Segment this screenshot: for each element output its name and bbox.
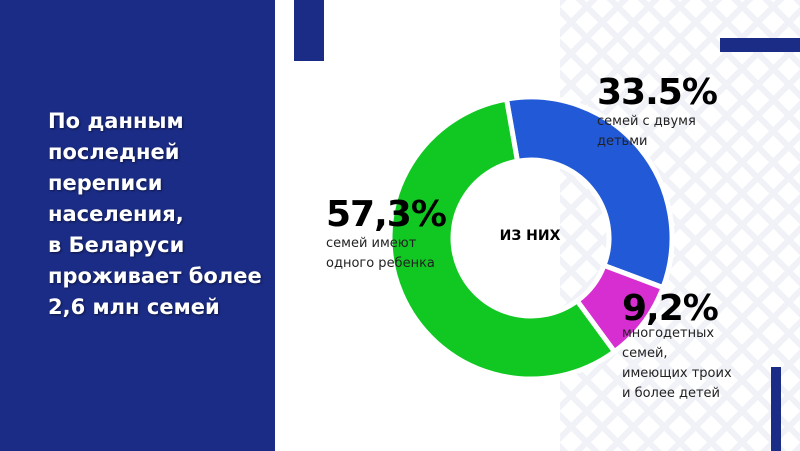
- decor-bar-bottom: [771, 367, 781, 451]
- slice-percent: 33.5%: [597, 72, 718, 113]
- decor-bar-top: [294, 0, 324, 61]
- decor-bar-right: [720, 38, 800, 52]
- slice-description: семей с двумя детьми: [597, 114, 696, 149]
- slice-label-one-child: 57,3% семей имеют одного ребенка: [326, 194, 447, 274]
- slice-percent: 57,3%: [326, 194, 447, 235]
- background-pattern: [560, 0, 800, 451]
- slice-percent: 9,2%: [622, 288, 719, 329]
- left-panel: По данным последней переписи населения, …: [0, 0, 275, 451]
- headline: По данным последней переписи населения, …: [48, 109, 262, 319]
- donut-slice-0: [503, 94, 675, 291]
- slice-label-two-children: 33.5% семей с двумя детьми: [597, 72, 718, 152]
- slice-label-large-families: 9,2% многодетных семей, имеющих троих и …: [622, 290, 732, 404]
- slice-description: семей имеют одного ребенка: [326, 236, 435, 271]
- donut-slice-2: [387, 96, 618, 382]
- slice-description: многодетных семей, имеющих троих и более…: [622, 326, 732, 401]
- center-label: ИЗ НИХ: [499, 228, 561, 244]
